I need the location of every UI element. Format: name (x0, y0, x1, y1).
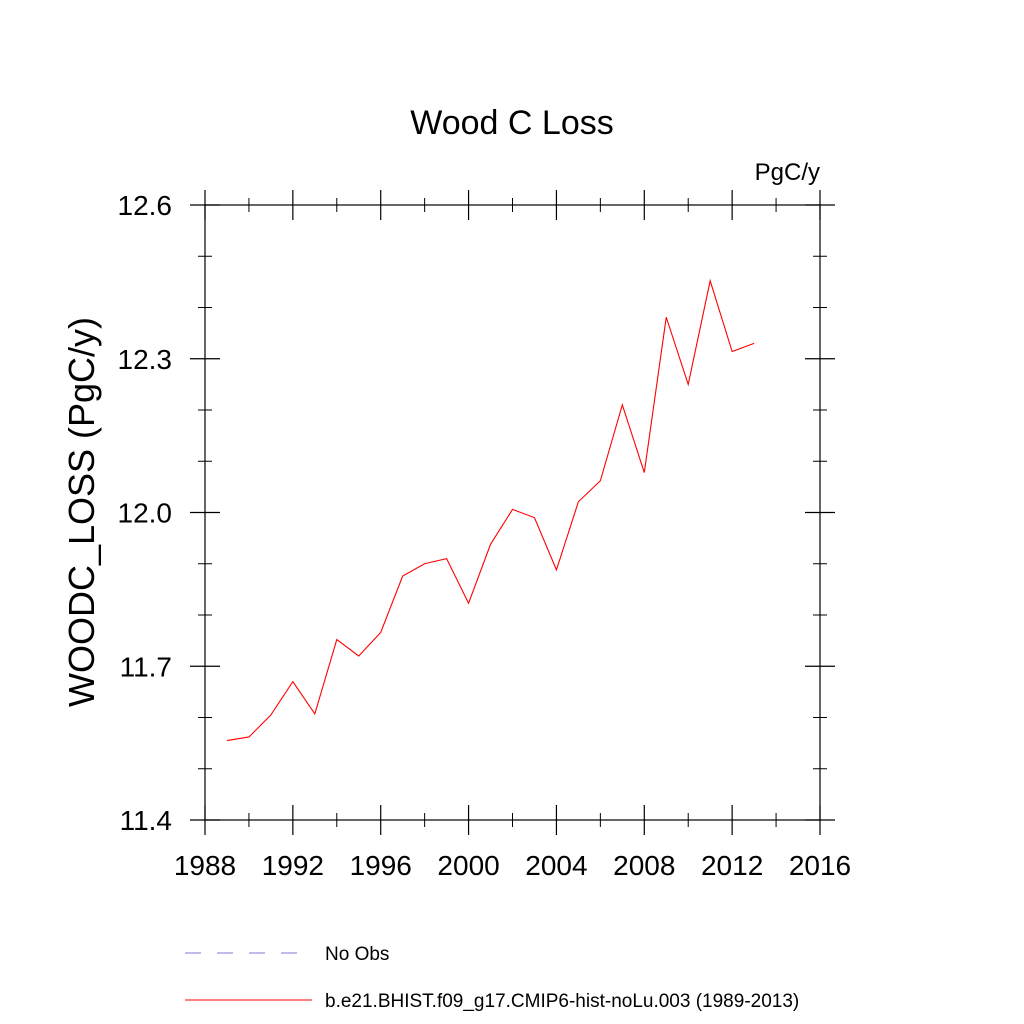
units-label: PgC/y (755, 159, 820, 186)
y-tick-label: 11.4 (120, 805, 172, 836)
x-tick-label: 2016 (789, 850, 851, 881)
series-line (226, 278, 755, 742)
legend: No Obs b.e21.BHIST.f09_g17.CMIP6-hist-no… (185, 944, 799, 1012)
x-tick-label: 1996 (350, 850, 412, 881)
x-tick-label: 2012 (701, 850, 763, 881)
x-tick-label: 2008 (613, 850, 675, 881)
y-tick-label: 11.7 (120, 651, 172, 682)
y-tick-label: 12.6 (118, 190, 173, 221)
y-tick-label: 12.3 (118, 344, 173, 375)
legend-label-no-obs: No Obs (325, 944, 389, 965)
y-axis-label: WOODC_LOSS (PgC/y) (61, 317, 102, 707)
x-tick-labels: 1988 1992 1996 2000 2004 2008 2012 2016 (174, 850, 851, 881)
series-lines (226, 278, 755, 742)
x-tick-label: 1988 (174, 850, 236, 881)
x-tick-label: 1992 (262, 850, 324, 881)
legend-label-model: b.e21.BHIST.f09_g17.CMIP6-hist-noLu.003 … (325, 991, 799, 1012)
x-tick-label: 2004 (525, 850, 587, 881)
y-tick-label: 12.0 (118, 498, 173, 529)
axis-ticks (190, 190, 835, 835)
chart-title: Wood C Loss (410, 104, 613, 142)
x-tick-label: 2000 (437, 850, 499, 881)
plot-frame (204, 204, 821, 821)
y-tick-labels: 11.4 11.7 12.0 12.3 12.6 (118, 190, 173, 836)
